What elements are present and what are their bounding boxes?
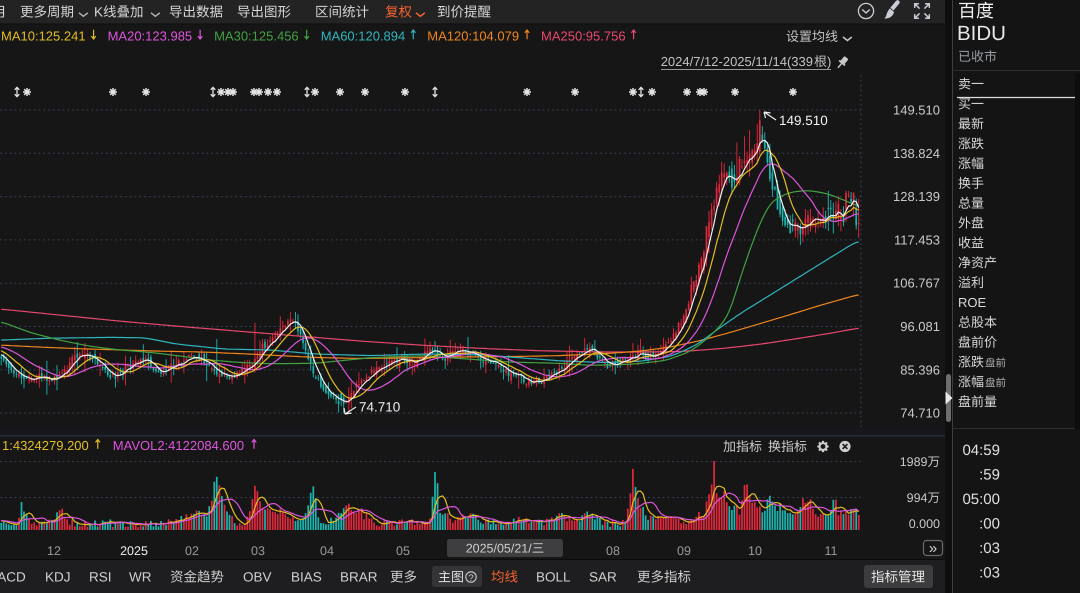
svg-text:96.081: 96.081 — [900, 319, 940, 334]
svg-text:08: 08 — [606, 544, 620, 558]
svg-text::03: :03 — [979, 565, 1000, 582]
svg-text:05:00: 05:00 — [962, 491, 1000, 508]
svg-text:138.824: 138.824 — [893, 146, 940, 161]
svg-text:RSI: RSI — [89, 570, 112, 585]
svg-text:2025/05/21/: 2025/05/21/ — [466, 542, 533, 556]
svg-text:MA120:104.079: MA120:104.079 — [427, 29, 519, 44]
svg-text:04:59: 04:59 — [962, 442, 1000, 459]
svg-text:1:4324279.200: 1:4324279.200 — [2, 438, 89, 453]
svg-text:85.396: 85.396 — [900, 362, 940, 377]
svg-text:149.510: 149.510 — [779, 113, 828, 128]
svg-text:MACD: MACD — [0, 570, 26, 585]
svg-text:2024/7/12-2025/11/14(339: 2024/7/12-2025/11/14(339 — [661, 54, 813, 69]
svg-text:MA250:95.756: MA250:95.756 — [541, 29, 626, 44]
svg-text:»: » — [929, 540, 937, 557]
svg-text:04: 04 — [320, 544, 334, 558]
svg-text:BOLL: BOLL — [536, 570, 571, 585]
svg-text:994: 994 — [907, 491, 928, 505]
svg-text:0.000: 0.000 — [909, 517, 940, 531]
svg-text:10: 10 — [748, 544, 762, 558]
svg-text:12: 12 — [47, 544, 61, 558]
svg-text:KDJ: KDJ — [45, 570, 71, 585]
svg-text:02: 02 — [185, 544, 199, 558]
svg-text::00: :00 — [979, 516, 1000, 533]
svg-text:1989: 1989 — [900, 455, 928, 469]
svg-text:BIAS: BIAS — [291, 570, 322, 585]
svg-text:WR: WR — [129, 570, 152, 585]
svg-text:): ) — [827, 54, 831, 69]
svg-text:OBV: OBV — [243, 570, 272, 585]
svg-text:2025: 2025 — [120, 544, 148, 558]
svg-text:03: 03 — [251, 544, 265, 558]
svg-text:09: 09 — [677, 544, 691, 558]
svg-text:BRAR: BRAR — [340, 570, 378, 585]
svg-text:11: 11 — [825, 544, 838, 558]
svg-text:K: K — [94, 5, 103, 20]
svg-text:MAVOL2:4122084.600: MAVOL2:4122084.600 — [113, 438, 244, 453]
svg-text:106.767: 106.767 — [893, 276, 940, 291]
svg-text:MA60:120.894: MA60:120.894 — [321, 29, 406, 44]
svg-text:74.710: 74.710 — [900, 406, 940, 421]
svg-text:MA20:123.985: MA20:123.985 — [108, 29, 193, 44]
svg-text:?: ? — [468, 573, 473, 584]
svg-text:74.710: 74.710 — [359, 400, 400, 415]
svg-text:117.453: 117.453 — [894, 232, 940, 247]
svg-text:149.510: 149.510 — [893, 103, 940, 118]
svg-text:SAR: SAR — [589, 570, 617, 585]
svg-text:MA10:125.241: MA10:125.241 — [1, 29, 86, 44]
svg-text:MA30:125.456: MA30:125.456 — [214, 29, 299, 44]
svg-text:128.139: 128.139 — [893, 189, 940, 204]
svg-text:ROE: ROE — [958, 295, 987, 310]
svg-text:BIDU: BIDU — [957, 22, 1006, 45]
svg-text:05: 05 — [396, 544, 410, 558]
svg-text::03: :03 — [979, 540, 1000, 557]
svg-text::59: :59 — [979, 467, 1000, 484]
